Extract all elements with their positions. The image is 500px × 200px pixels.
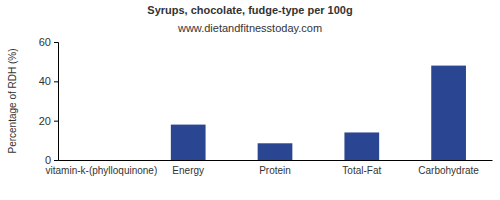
x-tick-label: vitamin-k-(phylloquinone) [46,165,158,176]
y-axis: 0204060 [39,36,59,166]
y-axis-title: Percentage of RDH (%) [7,48,18,153]
x-tick: Total-Fat [342,165,381,176]
bar [258,143,293,160]
y-tick: 20 [39,115,58,127]
x-axis: vitamin-k-(phylloquinone) Energy Protein To… [46,161,493,177]
y-tick-mark [54,42,58,43]
bars [171,66,466,160]
bar [84,160,119,161]
y-tick-label: 40 [39,75,51,87]
subtitle: www.dietandfitnesstoday.com [177,22,322,34]
title: Syrups, chocolate, fudge-type per 100g [147,4,352,16]
x-tick-label: Energy [172,165,204,176]
x-tick: vitamin-k-(phylloquinone) [46,165,158,176]
y-tick-mark [54,121,58,122]
y-tick-mark [54,160,58,161]
x-tick-label: Protein [259,165,291,176]
bar [344,132,379,160]
x-tick: Carbohydrate [418,165,479,176]
x-tick-label: Total-Fat [342,165,381,176]
y-tick-label: 20 [39,115,51,127]
y-tick-mark [54,81,58,82]
bar [171,125,206,160]
y-axis-line [54,43,59,161]
x-tick-label: Carbohydrate [418,165,479,176]
plot: 0204060vitamin-k-(phylloquinone)EnergyPr… [39,36,493,176]
y-tick: 60 [39,36,58,48]
y-tick-label: 60 [39,36,51,48]
x-tick: Protein [259,165,291,176]
chart: Syrups, chocolate, fudge-type per 100g ww… [0,0,500,200]
x-tick: Energy [172,165,204,176]
bar [431,66,466,160]
y-tick: 40 [39,75,58,87]
x-axis-line [59,160,493,161]
